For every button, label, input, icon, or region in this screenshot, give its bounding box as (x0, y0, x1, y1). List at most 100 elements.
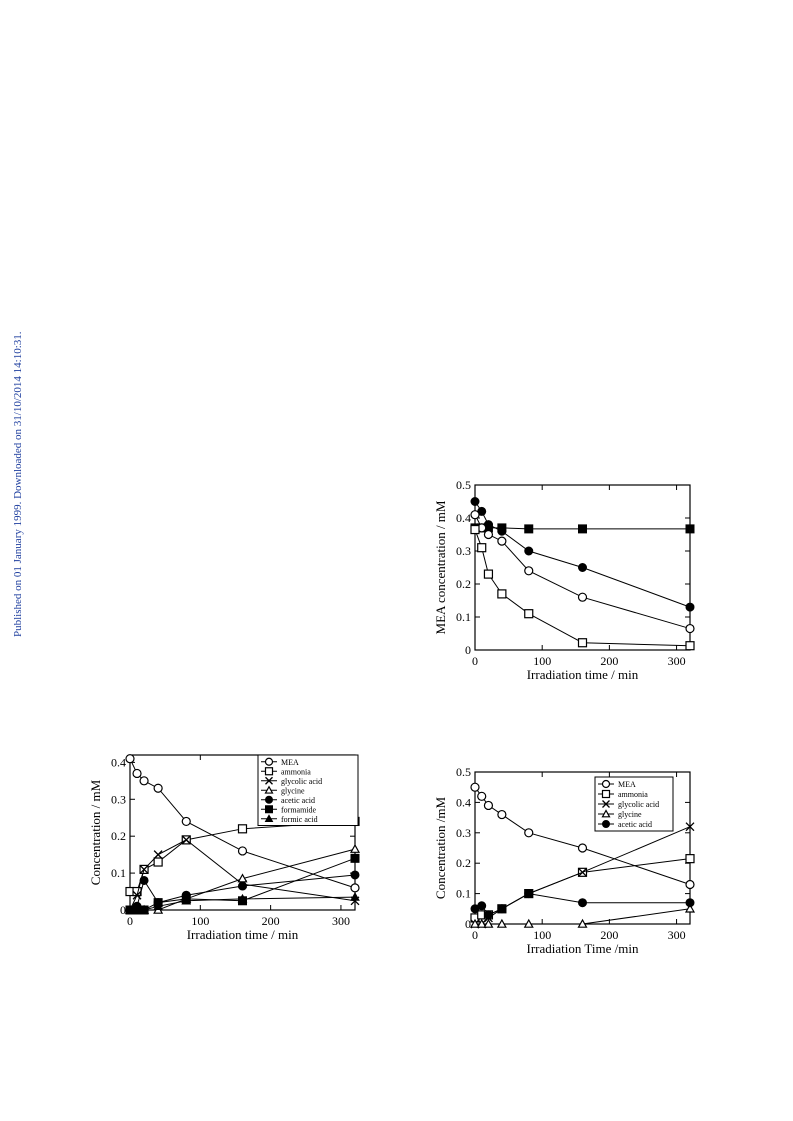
legend-marker (264, 757, 274, 766)
data-point (497, 526, 507, 536)
data-point (139, 904, 149, 914)
y-tick-label: 0.2 (456, 577, 471, 591)
data-point (477, 901, 487, 911)
x-axis-label: Irradiation Time /min (527, 941, 639, 956)
y-tick-label: 0.5 (456, 765, 471, 779)
data-point (181, 895, 192, 905)
data-point (153, 901, 163, 911)
x-tick-label: 100 (191, 914, 209, 928)
legend-label: glycolic acid (618, 800, 659, 809)
series-4 (470, 889, 695, 920)
data-point (483, 910, 493, 920)
y-tick-label: 0.2 (456, 856, 471, 870)
data-point (139, 875, 149, 885)
chart-bottom-left: 0 100 200 300 0 0.1 0.2 0.3 0.4 Irradiation time … (88, 754, 361, 942)
data-point (524, 566, 534, 576)
data-point (237, 824, 248, 834)
plot-frame (129, 754, 356, 911)
data-point (238, 881, 247, 891)
series-2 (470, 510, 695, 634)
data-point (524, 889, 534, 899)
legend-marker (601, 809, 611, 818)
data-point (578, 563, 587, 572)
legend-marker (602, 820, 610, 828)
data-point (477, 791, 487, 801)
x-tick-label: 0 (127, 914, 133, 928)
data-point (139, 776, 149, 786)
y-tick-label: 0.4 (456, 511, 471, 525)
data-point (132, 768, 142, 779)
data-point (153, 783, 163, 793)
data-point (685, 524, 695, 534)
y-tick-label: 0.3 (111, 792, 126, 806)
legend-label: acetic acid (618, 820, 652, 829)
data-point (350, 883, 360, 893)
data-point (483, 800, 494, 811)
data-point (237, 893, 248, 903)
legend-marker (601, 779, 611, 789)
data-point (125, 754, 135, 764)
data-point (470, 524, 480, 535)
x-tick-label: 200 (600, 654, 618, 668)
x-tick-label: 0 (472, 928, 478, 942)
y-tick-label: 0.2 (111, 829, 126, 843)
x-tick-label: 200 (600, 928, 618, 942)
data-point (524, 609, 534, 619)
chart-top: 0 100 200 300 0 0.1 0.2 0.3 0.4 0.5 Irradiation ti… (433, 478, 695, 682)
legend-marker (264, 767, 274, 776)
data-point (470, 782, 480, 792)
data-point (578, 524, 587, 534)
x-tick-label: 0 (472, 654, 478, 668)
data-point (685, 641, 695, 651)
data-point (577, 638, 588, 648)
data-point (181, 816, 191, 827)
data-point (685, 879, 695, 890)
legend-marker (264, 785, 274, 794)
legend-label: MEA (618, 780, 636, 789)
series-3 (469, 903, 696, 928)
data-point (237, 846, 248, 856)
data-point (181, 835, 191, 845)
data-point (477, 543, 487, 553)
legend-label: glycolic acid (281, 777, 322, 786)
data-point (470, 497, 480, 506)
series-0 (470, 782, 695, 890)
data-point (476, 918, 487, 928)
series-0 (125, 754, 360, 893)
legend-label: acetic acid (281, 796, 315, 805)
data-point (685, 822, 695, 832)
data-point (153, 857, 163, 867)
y-tick-label: 0 (120, 903, 126, 917)
chart-bottom-right: 0 100 200 300 0 0.1 0.2 0.3 0.4 0.5 Irradiation Ti… (433, 765, 696, 956)
x-tick-label: 100 (533, 928, 551, 942)
y-tick-label: 0.1 (111, 866, 126, 880)
data-point (483, 529, 494, 540)
x-tick-label: 200 (262, 914, 280, 928)
plot-frame (474, 484, 691, 651)
data-point (497, 809, 507, 820)
data-point (470, 510, 480, 520)
y-tick-label: 0.1 (456, 610, 471, 624)
y-tick-label: 0.5 (456, 478, 471, 492)
data-point (483, 918, 494, 928)
data-point (497, 589, 507, 599)
data-point (685, 623, 695, 634)
y-axis-label: Concentration /mM (433, 796, 448, 899)
data-point (685, 602, 695, 612)
data-point (524, 546, 534, 556)
data-point (153, 850, 163, 860)
series-1 (470, 497, 695, 612)
legend-label: formic acid (281, 815, 318, 824)
data-point (350, 853, 360, 863)
data-point (469, 918, 481, 928)
data-point (524, 828, 534, 838)
legend-label: glycine (618, 810, 642, 819)
data-point (349, 843, 361, 853)
data-point (496, 918, 507, 928)
x-tick-label: 100 (533, 654, 551, 668)
data-point (577, 843, 588, 853)
y-tick-label: 0.3 (456, 826, 471, 840)
sidebar: Published on 01 January 1999. Downloaded… (0, 0, 24, 1121)
series-line (474, 858, 691, 919)
